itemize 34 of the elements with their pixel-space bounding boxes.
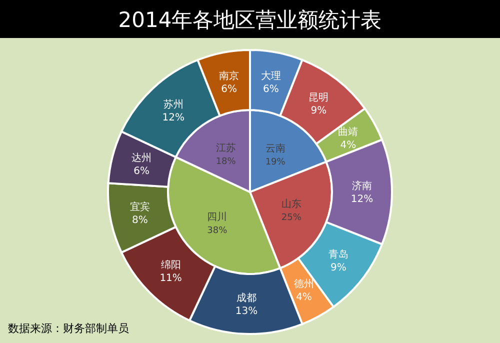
data-label: 6%	[221, 84, 237, 95]
data-label: 18%	[216, 156, 236, 167]
slice-label: 达州	[132, 152, 152, 164]
data-label: 13%	[235, 306, 258, 317]
slice-label: 绵阳	[160, 259, 181, 272]
data-label: 12%	[162, 112, 184, 124]
data-label: 9%	[330, 262, 346, 274]
slice-label: 大理	[260, 70, 281, 82]
slice-label: 四川	[207, 210, 228, 223]
data-label: 9%	[310, 106, 327, 117]
slice-label: 青岛	[328, 248, 348, 261]
slice-label: 昆明	[308, 92, 329, 104]
data-label: 4%	[296, 292, 312, 304]
source-note: 数据来源：财务部制单员	[8, 322, 129, 335]
slice-label: 南京	[219, 70, 240, 82]
data-label: 6%	[134, 166, 150, 178]
data-label: 38%	[207, 226, 228, 236]
slice-label: 山东	[281, 198, 302, 210]
data-label: 12%	[350, 194, 374, 205]
data-label: 4%	[340, 140, 356, 152]
slice-label: 江苏	[216, 142, 236, 154]
data-label: 8%	[132, 214, 148, 226]
slice-label: 德州	[294, 278, 314, 290]
chart-title: 2014年各地区营业额统计表	[118, 8, 382, 32]
data-label: 19%	[265, 158, 286, 168]
data-label: 11%	[160, 273, 182, 284]
slice-label: 济南	[352, 180, 372, 192]
slice-label: 成都	[236, 292, 256, 304]
data-label: 25%	[281, 212, 302, 223]
slice-label: 宜宾	[130, 200, 150, 213]
slice-label: 曲靖	[338, 126, 358, 138]
data-label: 6%	[263, 84, 279, 95]
slice-label: 云南	[265, 142, 286, 155]
slice-label: 苏州	[163, 98, 184, 110]
